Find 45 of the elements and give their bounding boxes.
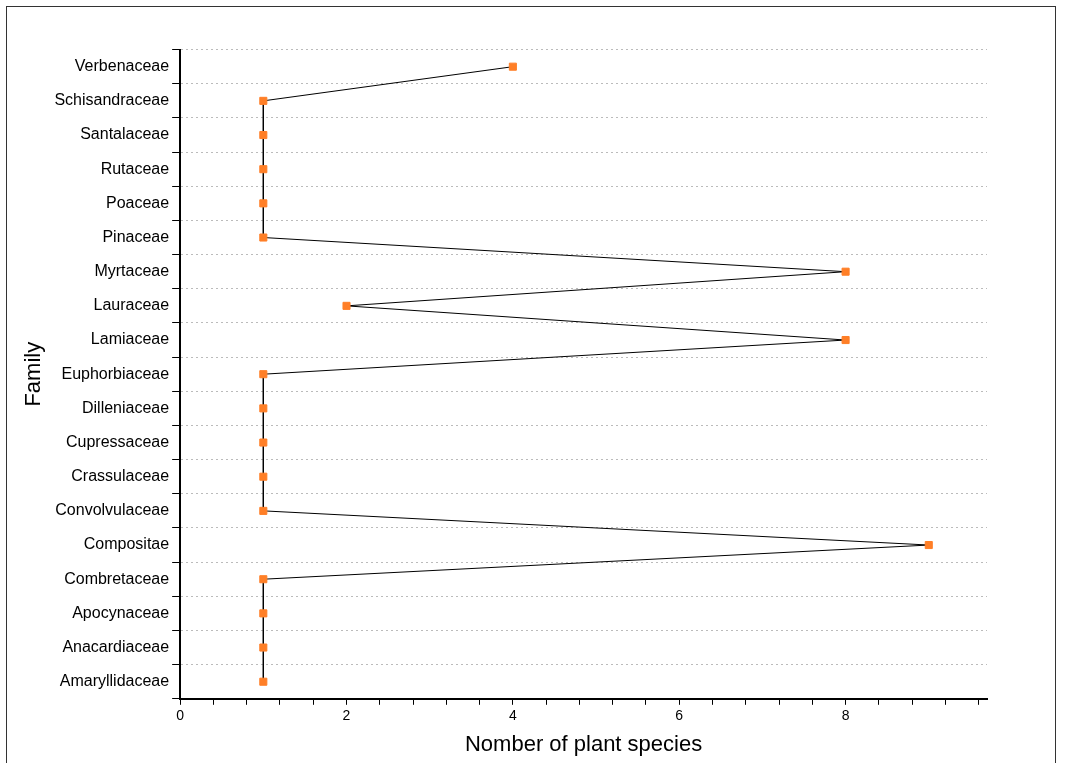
point	[259, 165, 268, 174]
y-tick-label: Verbenaceae	[74, 57, 170, 75]
point	[259, 438, 268, 447]
y-tick-label: Poaceae	[105, 193, 170, 211]
y-axis-title: Family	[20, 341, 46, 407]
y-tick-label: Myrtaceae	[94, 262, 170, 280]
point	[259, 643, 268, 652]
y-tick-label: Dilleniaceae	[81, 398, 170, 416]
point	[508, 62, 517, 71]
point	[259, 506, 268, 515]
y-tick-label: Lamiaceae	[90, 330, 170, 348]
point	[259, 199, 268, 208]
y-tick-label: Rutaceae	[100, 159, 170, 177]
x-tick-label: 6	[675, 707, 684, 724]
x-tick-label: 0	[176, 707, 185, 724]
y-tick-label: Euphorbiaceae	[61, 364, 170, 382]
point	[841, 336, 850, 345]
point	[841, 267, 850, 276]
y-tick-label: Compositae	[83, 535, 170, 553]
point	[259, 677, 268, 686]
point	[259, 233, 268, 242]
x-tick-label: 4	[508, 707, 517, 724]
y-tick-label: Combretaceae	[64, 569, 170, 587]
point	[259, 96, 268, 105]
y-tick-label: Anacardiaceae	[62, 637, 170, 655]
point	[259, 370, 268, 379]
point	[259, 472, 268, 481]
point	[259, 404, 268, 413]
y-tick-label: Cupressaceae	[65, 432, 170, 450]
y-tick-label: Schisandraceae	[54, 91, 170, 109]
point	[924, 541, 933, 550]
point	[259, 609, 268, 618]
y-tick-label: Convolvulaceae	[55, 501, 170, 519]
y-tick-label: Santalaceae	[80, 125, 170, 143]
point	[259, 575, 268, 584]
point	[259, 130, 268, 140]
point	[342, 301, 351, 310]
y-tick-label: Amaryllidaceae	[59, 672, 170, 690]
y-tick-label: Lauraceae	[93, 296, 170, 314]
x-tick-label: 2	[342, 707, 351, 724]
y-tick-label: Crassulaceae	[71, 467, 170, 485]
x-tick-label: 8	[841, 707, 850, 724]
y-tick-label: Apocynaceae	[72, 603, 170, 621]
y-tick-label: Pinaceae	[102, 227, 170, 245]
x-axis-title: Nomber of plant species	[464, 730, 703, 756]
